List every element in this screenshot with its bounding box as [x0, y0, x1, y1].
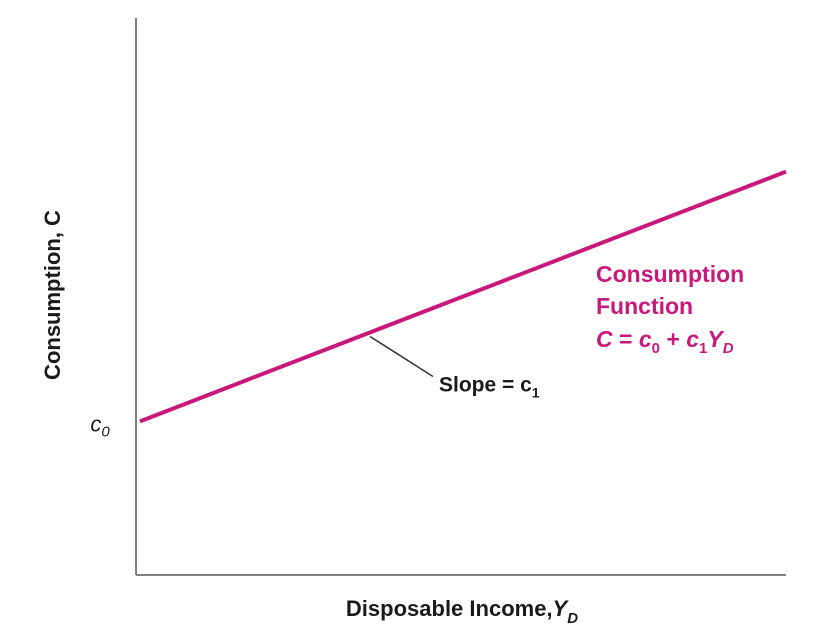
- slope-annotation-text: Slope = c: [439, 373, 532, 396]
- x-axis-label-sub: D: [567, 610, 578, 627]
- slope-leader-line: [369, 335, 434, 378]
- intercept-label-c: c: [90, 411, 101, 436]
- function-equation: C = c0 + c1YD: [596, 326, 734, 357]
- eq-plus: +: [660, 326, 686, 352]
- eq-c1-sub: 1: [699, 340, 707, 357]
- x-axis-label-var: Y: [553, 596, 570, 621]
- eq-var-sub: D: [723, 340, 734, 357]
- eq-c0-sub: 0: [652, 340, 660, 357]
- intercept-tick-label: c0: [90, 411, 110, 440]
- function-name-line2: Function: [596, 293, 693, 319]
- eq-c0: c: [639, 326, 652, 352]
- y-axis-label: Consumption, C: [40, 210, 65, 380]
- function-name-line1: Consumption: [596, 261, 744, 287]
- eq-var: Y: [707, 326, 725, 352]
- x-axis-label: Disposable Income,YD: [346, 596, 578, 627]
- function-name: Consumption Function: [596, 261, 751, 319]
- intercept-label-sub: 0: [101, 423, 110, 440]
- consumption-function-label: Consumption Function C = c0 + c1YD: [596, 261, 751, 357]
- eq-lhs: C: [596, 326, 613, 352]
- eq-c1: c: [686, 326, 699, 352]
- eq-equals: =: [613, 326, 639, 352]
- slope-annotation: Slope = c1: [439, 373, 540, 400]
- slope-annotation-sub: 1: [532, 384, 540, 400]
- y-axis-label-text: Consumption, C: [40, 210, 65, 380]
- consumption-function-line: [139, 169, 787, 424]
- x-axis-label-text: Disposable Income,: [346, 596, 553, 621]
